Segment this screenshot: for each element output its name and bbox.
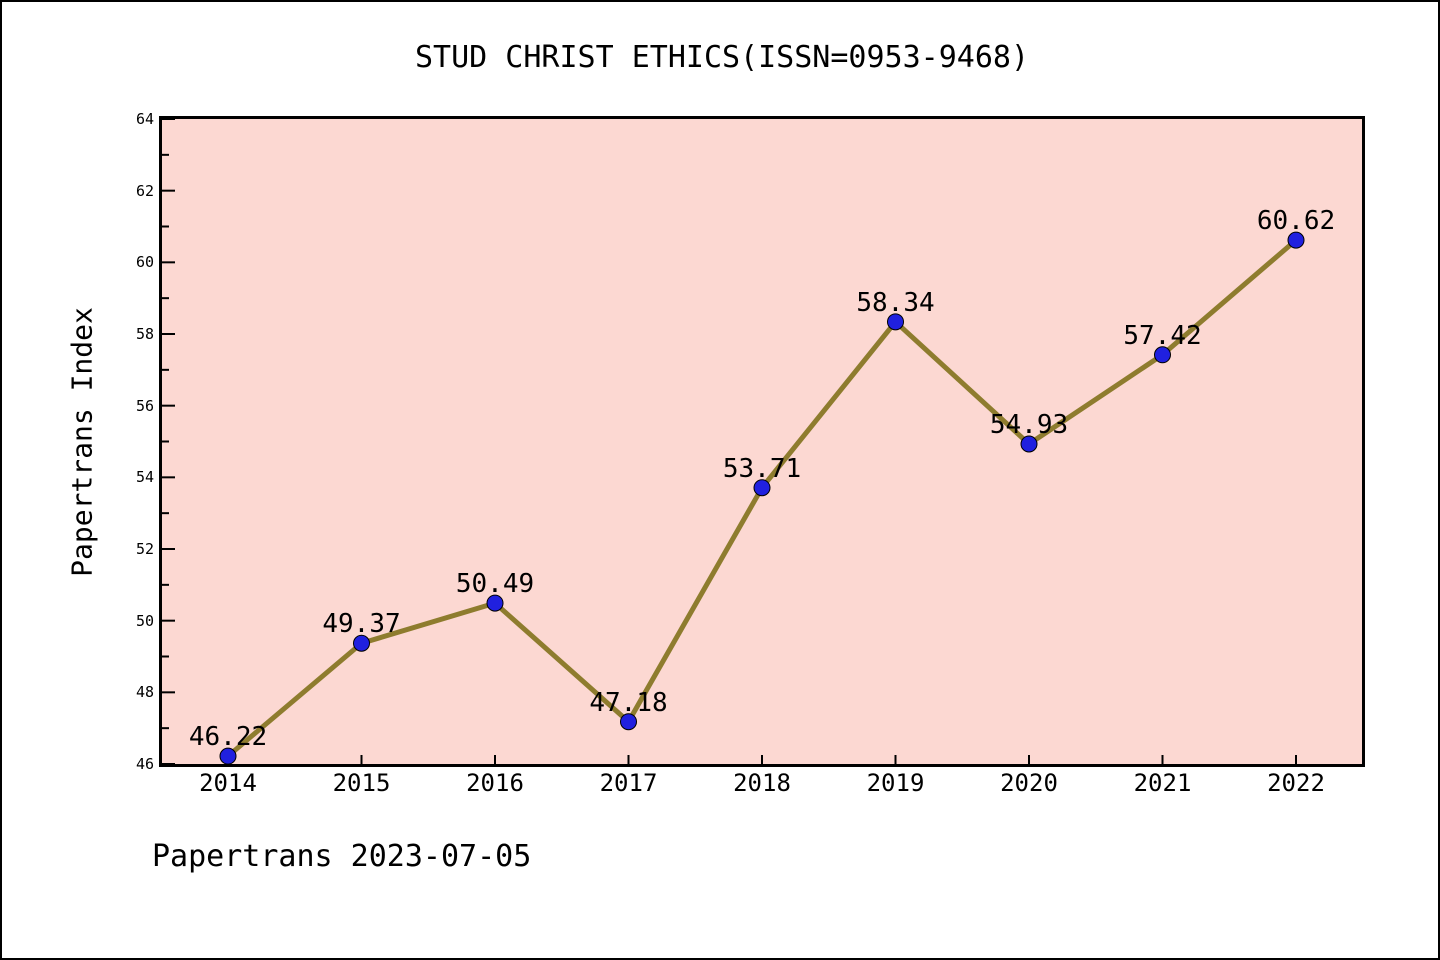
x-tick-label: 2014 (199, 769, 257, 797)
x-tick-label: 2016 (466, 769, 524, 797)
x-tick-label: 2021 (1133, 769, 1192, 797)
x-tick-label: 2020 (1000, 769, 1058, 797)
data-point-marker (1020, 435, 1038, 453)
y-tick-label: 52 (135, 540, 154, 558)
y-tick-label: 50 (135, 611, 154, 630)
data-point-marker (753, 479, 771, 497)
data-point-marker (887, 313, 904, 331)
line-chart-canvas (162, 119, 1362, 764)
y-tick-label: 62 (135, 181, 154, 200)
y-tick-label: 58 (135, 325, 154, 343)
y-tick-label: 64 (135, 110, 154, 128)
data-point-marker (353, 634, 370, 652)
y-axis-label: Papertrans Index (65, 307, 99, 577)
y-tick-label: 46 (135, 755, 154, 773)
data-point-marker (219, 747, 237, 764)
x-tick-label: 2018 (733, 769, 791, 797)
x-tick-label: 2019 (866, 769, 925, 797)
y-tick-label: 48 (135, 683, 154, 702)
data-point-marker (1154, 346, 1171, 364)
y-tick-label: 60 (135, 253, 154, 272)
y-tick-label: 56 (135, 396, 154, 415)
x-tick-label: 2022 (1267, 769, 1325, 797)
y-tick-label: 54 (135, 468, 154, 487)
chart-title: STUD CHRIST ETHICS(ISSN=0953-9468) (414, 40, 1030, 75)
plot-background (162, 119, 1362, 764)
footer-watermark: Papertrans 2023-07-05 (152, 839, 532, 874)
x-tick-label: 2017 (599, 769, 658, 797)
x-tick-label: 2015 (332, 769, 391, 797)
data-point-marker (620, 713, 637, 731)
data-point-marker (486, 594, 504, 612)
data-point-marker (1287, 231, 1305, 249)
plot-area: 46.22 49.37 50.49 47.18 53.71 58.34 54.93 57.42… (159, 116, 1365, 767)
